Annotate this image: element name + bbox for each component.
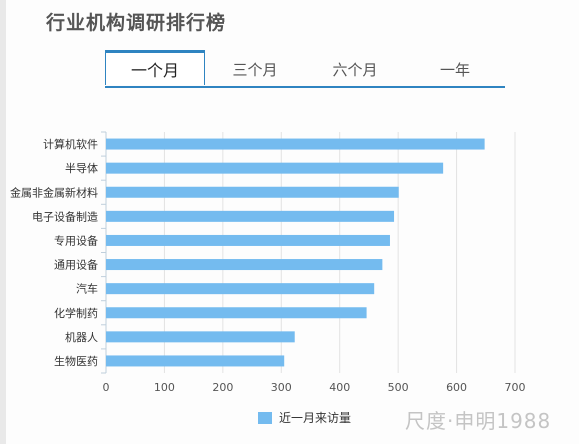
x-tick-label: 200 — [212, 381, 233, 394]
tab-one-month[interactable]: 一个月 — [105, 50, 205, 85]
bar — [106, 186, 399, 198]
x-tick-label: 500 — [388, 381, 409, 394]
category-label: 化学制药 — [54, 306, 98, 320]
category-label: 电子设备制造 — [32, 209, 98, 223]
tab-one-year[interactable]: 一年 — [439, 61, 470, 79]
ranking-panel — [6, 0, 579, 444]
bar — [106, 331, 295, 343]
left-edge-bar — [0, 0, 6, 444]
tab-six-months[interactable]: 六个月 — [332, 61, 378, 79]
bar — [106, 259, 383, 271]
period-tabs: 一个月 三个月 六个月 一年 — [105, 50, 505, 88]
legend-swatch — [258, 412, 272, 424]
bar — [106, 307, 367, 319]
category-label: 汽车 — [76, 282, 98, 296]
bar — [106, 234, 390, 246]
category-label: 机器人 — [65, 330, 98, 344]
category-label: 半导体 — [65, 161, 98, 175]
bar — [106, 355, 285, 367]
legend-label: 近一月来访量 — [279, 411, 351, 425]
category-label: 专用设备 — [54, 233, 98, 247]
x-tick-label: 700 — [505, 381, 526, 394]
category-label: 生物医药 — [54, 354, 98, 368]
bar — [106, 162, 444, 174]
bar — [106, 283, 375, 295]
x-tick-label: 400 — [329, 381, 350, 394]
x-tick-label: 100 — [154, 381, 175, 394]
category-label: 通用设备 — [54, 258, 98, 272]
x-tick-label: 600 — [446, 381, 467, 394]
watermark: 尺度·申明1988 — [405, 409, 552, 433]
x-tick-label: 300 — [271, 381, 292, 394]
x-tick-label: 0 — [103, 381, 110, 394]
bar — [106, 138, 485, 150]
category-label: 金属非金属新材料 — [10, 185, 98, 199]
tab-three-months[interactable]: 三个月 — [232, 61, 278, 79]
category-label: 计算机软件 — [43, 137, 98, 151]
page-title: 行业机构调研排行榜 — [46, 12, 227, 34]
bar — [106, 210, 395, 222]
